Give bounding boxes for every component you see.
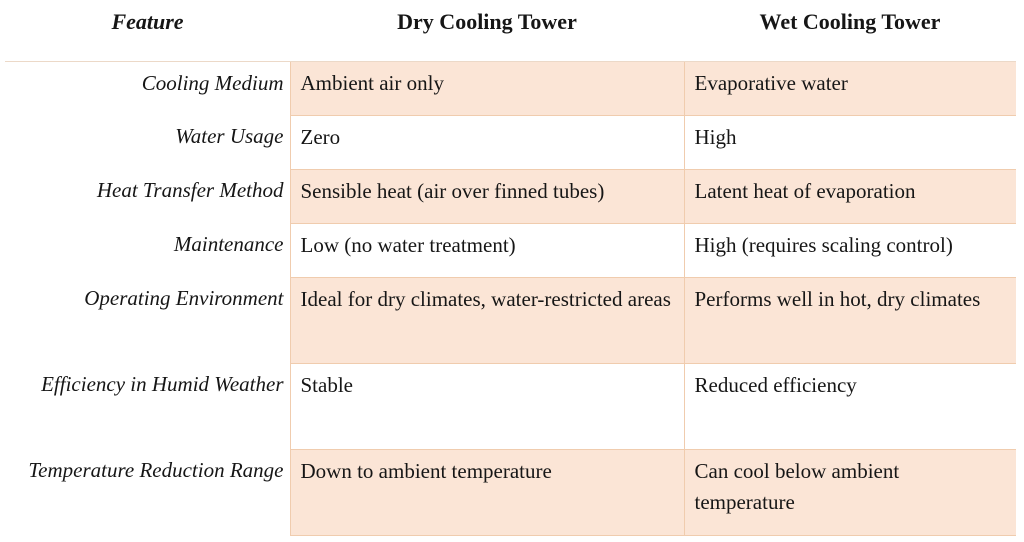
- table-row: Efficiency in Humid Weather Stable Reduced…: [5, 363, 1016, 450]
- table-body: Cooling Medium Ambient air only Evaporativ…: [5, 61, 1016, 536]
- wet-cell: Can cool below ambient temperature: [683, 449, 1016, 536]
- dry-cell: Low (no water treatment): [289, 223, 684, 278]
- feature-cell: Temperature Reduction Range: [5, 449, 290, 535]
- table-row: Temperature Reduction Range Down to ambie…: [5, 449, 1016, 536]
- table-row: Maintenance Low (no water treatment) High …: [5, 223, 1016, 278]
- feature-cell: Water Usage: [5, 115, 290, 169]
- header-row: Feature Dry Cooling Tower Wet Cooling To…: [5, 0, 1016, 62]
- wet-cell: Latent heat of evaporation: [683, 169, 1016, 224]
- column-header-dry-cooling-tower: Dry Cooling Tower: [290, 0, 684, 62]
- column-header-feature: Feature: [5, 0, 290, 62]
- feature-cell: Maintenance: [5, 223, 290, 277]
- table-row: Water Usage Zero High: [5, 115, 1016, 170]
- column-header-wet-cooling-tower: Wet Cooling Tower: [684, 0, 1016, 62]
- table-row: Heat Transfer Method Sensible heat (air o…: [5, 169, 1016, 224]
- dry-cell: Sensible heat (air over finned tubes): [289, 169, 684, 224]
- wet-cell: Reduced efficiency: [683, 363, 1016, 450]
- table-row: Operating Environment Ideal for dry clima…: [5, 277, 1016, 364]
- feature-cell: Operating Environment: [5, 277, 290, 363]
- wet-cell: Evaporative water: [683, 61, 1016, 116]
- feature-cell: Efficiency in Humid Weather: [5, 363, 290, 449]
- dry-cell: Down to ambient temperature: [289, 449, 684, 536]
- wet-cell: High (requires scaling control): [683, 223, 1016, 278]
- dry-cell: Zero: [289, 115, 684, 170]
- feature-cell: Cooling Medium: [5, 61, 290, 115]
- comparison-table: Feature Dry Cooling Tower Wet Cooling To…: [5, 0, 1016, 536]
- wet-cell: High: [683, 115, 1016, 170]
- dry-cell: Ambient air only: [289, 61, 684, 116]
- dry-cell: Ideal for dry climates, water-restricted…: [289, 277, 684, 364]
- table-row: Cooling Medium Ambient air only Evaporativ…: [5, 61, 1016, 116]
- feature-cell: Heat Transfer Method: [5, 169, 290, 223]
- wet-cell: Performs well in hot, dry climates: [683, 277, 1016, 364]
- dry-cell: Stable: [289, 363, 684, 450]
